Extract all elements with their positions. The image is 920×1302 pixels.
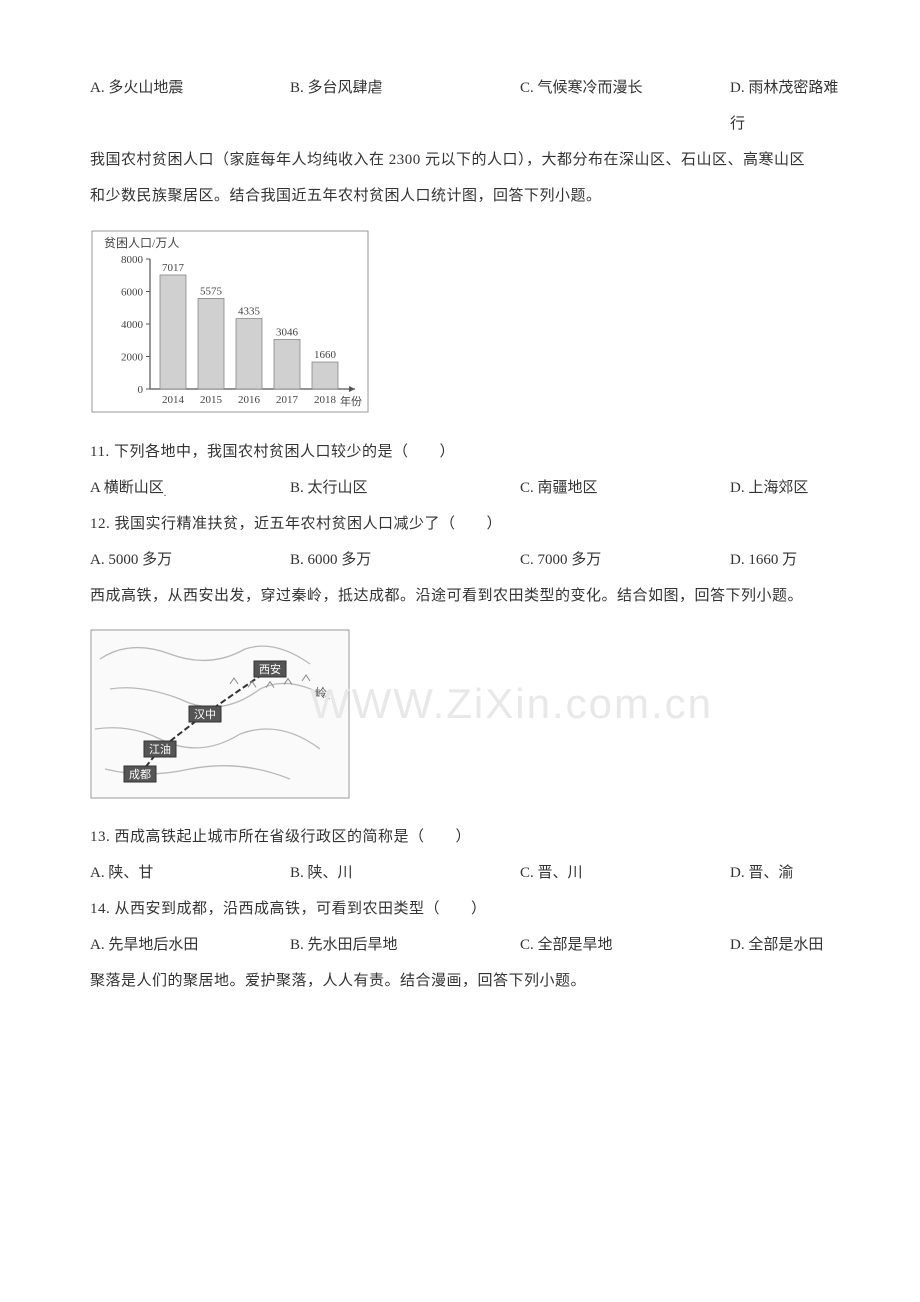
svg-text:6000: 6000 — [121, 287, 144, 299]
svg-text:西安: 西安 — [259, 662, 281, 676]
q13-stem: 13. 西成高铁起止城市所在省级行政区的简称是（ ） — [90, 819, 840, 855]
passage3: 聚落是人们的聚居地。爱护聚落，人人有责。结合漫画，回答下列小题。 — [90, 963, 840, 999]
svg-text:贫困人口/万人: 贫困人口/万人 — [104, 235, 179, 250]
q13-opt-a: A. 陕、甘 — [90, 855, 290, 891]
svg-text:成都: 成都 — [129, 768, 151, 781]
svg-text:3046: 3046 — [276, 327, 299, 339]
q11-stem: 11. 下列各地中，我国农村贫困人口较少的是（ ） — [90, 434, 840, 470]
q10-opt-b: B. 多台风肆虐 — [290, 70, 520, 142]
svg-text:岭: 岭 — [315, 686, 327, 700]
svg-text:2017: 2017 — [276, 394, 299, 406]
passage1-line2: 和少数民族聚居区。结合我国近五年农村贫困人口统计图，回答下列小题。 — [90, 178, 840, 214]
q14-stem: 14. 从西安到成都，沿西成高铁，可看到农田类型（ ） — [90, 891, 840, 927]
svg-text:0: 0 — [138, 384, 144, 396]
svg-text:7017: 7017 — [162, 262, 185, 274]
q13-opt-d: D. 晋、渝 — [730, 855, 840, 891]
q12-options: A. 5000 多万 B. 6000 多万 C. 7000 多万 D. 1660… — [90, 542, 840, 578]
xicheng-map: 西安汉中江油成都 岭 — [90, 629, 350, 804]
q13-options: A. 陕、甘 B. 陕、川 C. 晋、川 D. 晋、渝 — [90, 855, 840, 891]
q14-opt-c: C. 全部是旱地 — [520, 927, 730, 963]
svg-text:江油: 江油 — [149, 742, 171, 756]
q10-opt-c: C. 气候寒冷而漫长 — [520, 70, 730, 142]
q11-opt-b: B. 太行山区 — [290, 470, 520, 506]
q10-options: A. 多火山地震 B. 多台风肆虐 C. 气候寒冷而漫长 D. 雨林茂密路难行 — [90, 70, 840, 142]
q14-opt-b: B. 先水田后旱地 — [290, 927, 520, 963]
watermark: WWW.ZiXin.com.cn — [310, 680, 713, 728]
q14-opt-d: D. 全部是水田 — [730, 927, 840, 963]
q11-opt-d: D. 上海郊区 — [730, 470, 840, 506]
q14-opt-a: A. 先旱地后水田 — [90, 927, 290, 963]
q12-opt-d: D. 1660 万 — [730, 542, 840, 578]
svg-text:2014: 2014 — [162, 394, 185, 406]
svg-text:汉中: 汉中 — [194, 708, 216, 721]
q10-opt-a: A. 多火山地震 — [90, 70, 290, 142]
q11-options: A 横断山区. B. 太行山区 C. 南疆地区 D. 上海郊区 — [90, 470, 840, 506]
q11-opt-c: C. 南疆地区 — [520, 470, 730, 506]
q12-opt-a: A. 5000 多万 — [90, 542, 290, 578]
svg-text:2018: 2018 — [314, 394, 337, 406]
passage2: 西成高铁，从西安出发，穿过秦岭，抵达成都。沿途可看到农田类型的变化。结合如图，回… — [90, 578, 840, 614]
passage1-line1: 我国农村贫困人口（家庭每年人均纯收入在 2300 元以下的人口），大都分布在深山… — [90, 142, 840, 178]
svg-text:4000: 4000 — [121, 319, 144, 331]
q10-opt-d: D. 雨林茂密路难行 — [730, 70, 840, 142]
svg-text:8000: 8000 — [121, 254, 144, 266]
q13-opt-c: C. 晋、川 — [520, 855, 730, 891]
poverty-chart: 贫困人口/万人 0 2000 4000 6000 8000 年份 7017 2014 5575 20… — [90, 229, 370, 419]
svg-text:2000: 2000 — [121, 352, 144, 364]
q12-stem: 12. 我国实行精准扶贫，近五年农村贫困人口减少了（ ） — [90, 506, 840, 542]
svg-text:4335: 4335 — [238, 306, 261, 318]
q14-options: A. 先旱地后水田 B. 先水田后旱地 C. 全部是旱地 D. 全部是水田 — [90, 927, 840, 963]
q11-opt-a: A 横断山区. — [90, 470, 290, 506]
svg-text:5575: 5575 — [200, 285, 223, 297]
q12-opt-b: B. 6000 多万 — [290, 542, 520, 578]
svg-text:1660: 1660 — [314, 349, 337, 361]
q12-opt-c: C. 7000 多万 — [520, 542, 730, 578]
svg-text:2015: 2015 — [200, 394, 223, 406]
svg-text:年份: 年份 — [340, 394, 362, 408]
svg-text:2016: 2016 — [238, 394, 261, 406]
q13-opt-b: B. 陕、川 — [290, 855, 520, 891]
